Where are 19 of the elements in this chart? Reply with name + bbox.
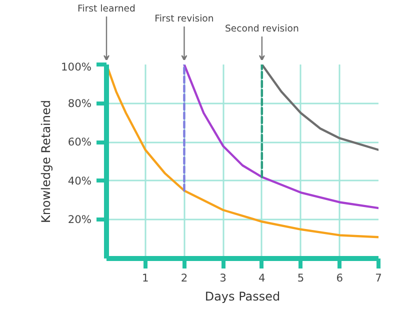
x-tick-label: 1 xyxy=(142,272,149,284)
x-tick-label: 4 xyxy=(258,272,266,284)
line-series xyxy=(183,64,378,210)
y-tick-label: 100% xyxy=(61,60,92,74)
x-tick-label: 2 xyxy=(180,272,188,284)
x-tick-label: 5 xyxy=(297,272,304,284)
x-tick-label: 7 xyxy=(375,272,382,284)
y-tick-label: 40% xyxy=(68,174,92,188)
annotation: First learned xyxy=(78,4,136,14)
x-axis-title: Days Passed xyxy=(204,290,280,304)
x-tick-label: 3 xyxy=(220,272,226,284)
y-tick-label: 80% xyxy=(68,96,92,110)
annotation: First revision xyxy=(154,14,214,24)
x-tick-label: 6 xyxy=(336,272,344,284)
line-series xyxy=(260,64,378,151)
y-tick-label: 60% xyxy=(68,136,92,149)
annotation: Second revision xyxy=(225,24,299,34)
y-tick-label: 20% xyxy=(68,213,92,226)
y-axis-title: Knowledge Retained xyxy=(39,100,54,223)
